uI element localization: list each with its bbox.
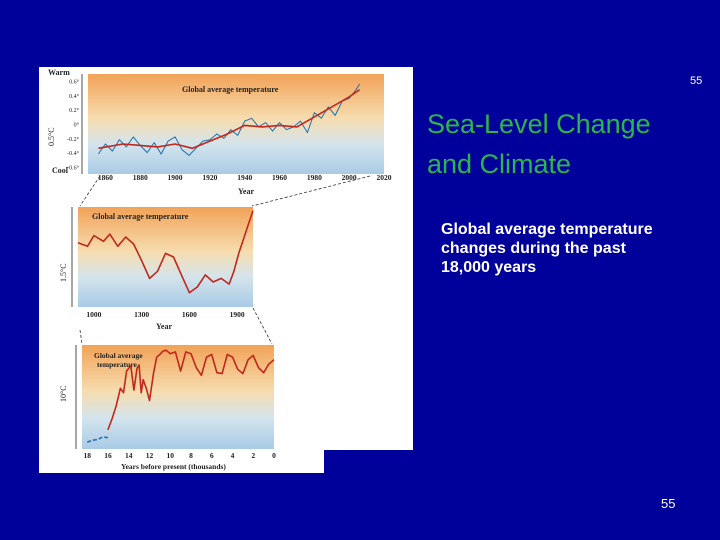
panel3-x-tick-label: 6: [210, 451, 214, 460]
panel1-series-2-line: [98, 89, 361, 150]
panel2-series-1-line: [77, 210, 254, 294]
panel1-y-tick-label: 0.6°: [69, 79, 80, 86]
panel3-x-axis-label: Years before present (thousands): [121, 462, 226, 471]
panel1-x-tick-label: 1980: [307, 173, 322, 182]
panel3-title-line-2: temperature: [97, 360, 138, 369]
slide-title: Sea-Level Change and Climate: [427, 104, 707, 184]
panel2-title: Global average temperature: [92, 212, 189, 221]
zoom-connector-left-1: [79, 175, 101, 207]
slide-number-top: 55: [690, 75, 703, 87]
panel1-series-1-line: [97, 83, 361, 156]
panel3-x-tick-label: 0: [272, 451, 276, 460]
zoom-connector-right-2: [252, 307, 273, 345]
panel3-x-tick-label: 16: [104, 451, 112, 460]
panel2-x-tick-label: 1900: [230, 310, 245, 319]
panel3-x-tick-label: 4: [231, 451, 235, 460]
slide-number-bottom: 55: [661, 496, 676, 511]
panel1-x-tick-label: 1900: [168, 173, 183, 182]
panel1-y-axis-label: 0.5°C: [47, 127, 56, 146]
plot-area-2: [78, 207, 253, 307]
panel3-x-tick-label: 8: [189, 451, 193, 460]
panel3-series-1-line: [86, 436, 109, 443]
slide-body-text: Global average temperature changes durin…: [441, 221, 653, 276]
panel1-x-tick-label: 1920: [202, 173, 217, 182]
panel3-y-axis-label: 10°C: [59, 385, 68, 402]
zoom-connectors: [79, 175, 371, 345]
panel3-x-tick-label: 12: [146, 451, 154, 460]
panel1-y-tick-label: -0.4°: [67, 150, 79, 157]
panel2-y-axis-label: 1.5°C: [59, 263, 68, 282]
panel1-title: Global average temperature: [182, 85, 279, 94]
panel3-title-line-1: Global average: [94, 351, 143, 360]
panel1-x-tick-label: 1860: [98, 173, 113, 182]
panel1-x-axis-label: Year: [238, 187, 254, 196]
panel3-title: Global average temperature: [94, 351, 144, 369]
plot-area-1: [88, 74, 384, 174]
panel1-y-tick-label: 0°: [74, 122, 80, 129]
panel1-y-tick-label: -0.2°: [67, 136, 79, 143]
zoom-connector-right-1: [251, 175, 371, 207]
panel3-x-tick-label: 18: [83, 451, 91, 460]
panel2-x-axis-label: Year: [156, 322, 172, 331]
panel2-x-tick-label: 1300: [134, 310, 149, 319]
chart-marks: 1860 1880 1900 1920 1940 1960 1980 2000 20200.6°…: [67, 74, 392, 460]
panel1-x-tick-label: 2000: [342, 173, 357, 182]
panel3-x-tick-label: 2: [251, 451, 255, 460]
panel3-x-tick-label: 14: [125, 451, 133, 460]
panel1-x-tick-label: 1940: [237, 173, 252, 182]
panel1-y-tick-label: 0.2°: [69, 107, 80, 114]
panel3-series-2-line: [107, 349, 275, 431]
panel1-x-tick-label: 1960: [272, 173, 287, 182]
panel2-x-tick-label: 1000: [86, 310, 101, 319]
zoom-connector-left-2: [79, 329, 83, 345]
slide-title-line-2: and Climate: [427, 149, 572, 179]
panel1-x-tick-label: 1880: [133, 173, 148, 182]
panel1-cool-label: Cool: [52, 166, 69, 175]
panel1-x-tick-label: 2020: [377, 173, 392, 182]
panel1-warm-label: Warm: [48, 68, 70, 77]
panel2-x-tick-label: 1600: [182, 310, 197, 319]
panel1-y-tick-label: -0.6°: [67, 164, 79, 171]
panel1-y-tick-label: 0.4°: [69, 93, 80, 100]
slide-title-line-1: Sea-Level Change: [427, 109, 651, 139]
panel3-x-tick-label: 10: [166, 451, 174, 460]
